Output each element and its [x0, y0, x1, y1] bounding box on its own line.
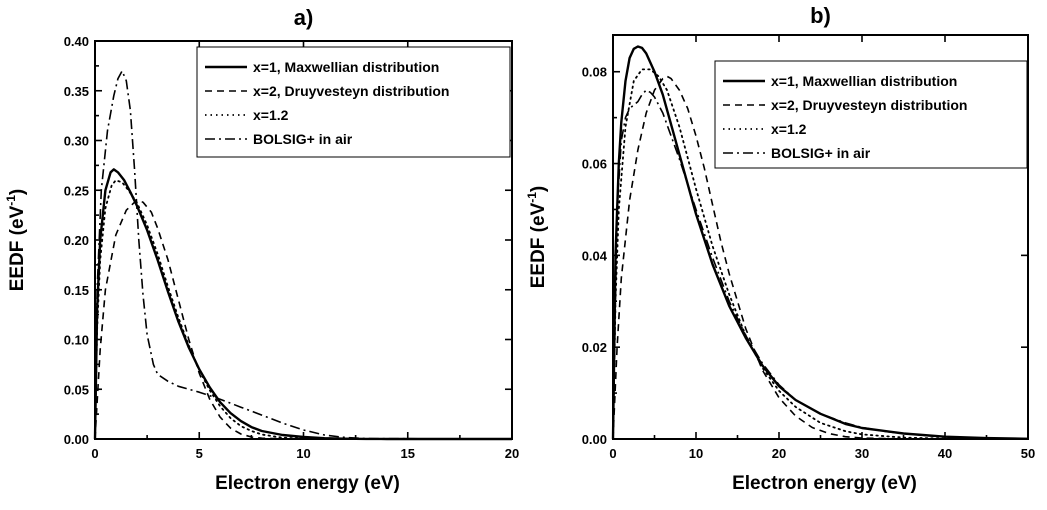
x-tick-label: 40: [938, 446, 952, 461]
legend-box: [196, 46, 511, 158]
y-axis-label-close: ): [528, 186, 549, 192]
legend-entry: x=1, Maxwellian distribution: [253, 59, 439, 75]
series-line-solid: [93, 168, 512, 441]
series-line-dashdot: [94, 70, 513, 440]
y-axis-label-sup: -1: [525, 192, 539, 203]
legend-box: [714, 60, 1028, 169]
y-tick-label: 0.10: [64, 333, 89, 348]
legend-entry: BOLSIG+ in air: [771, 145, 871, 161]
x-tick-label: 15: [401, 446, 415, 461]
y-axis-label-sup: -1: [4, 195, 18, 206]
panel-title: a): [294, 5, 314, 30]
y-axis-label-main: EEDF (eV: [7, 205, 28, 291]
legend: x=1, Maxwellian distribution x=2, Druyves…: [714, 60, 1028, 169]
x-axis-label: Electron energy (eV): [215, 473, 400, 494]
series-line-dashed: [612, 75, 1029, 440]
y-tick-label: 0.06: [582, 157, 607, 172]
y-tick-label: 0.40: [64, 34, 89, 49]
y-tick-label: 0.20: [64, 233, 89, 248]
x-tick-label: 0: [609, 446, 616, 461]
legend-entry: x=1.2: [253, 107, 289, 123]
y-tick-label: 0.08: [582, 65, 607, 80]
series-line-dotted: [94, 179, 513, 440]
panel-title: b): [810, 3, 831, 28]
x-tick-label: 50: [1021, 446, 1035, 461]
series-line-dotted: [612, 68, 1029, 440]
y-tick-label: 0.25: [64, 183, 89, 198]
series-line-dashdot: [612, 89, 1029, 440]
legend-entry: x=1, Maxwellian distribution: [771, 73, 957, 89]
y-axis-label-close: ): [7, 189, 28, 195]
y-tick-label: 0.02: [582, 340, 607, 355]
y-tick-label: 0.04: [582, 248, 608, 263]
x-tick-label: 30: [855, 446, 869, 461]
y-tick-label: 0.00: [582, 432, 607, 447]
y-tick-label: 0.30: [64, 134, 89, 149]
y-tick-label: 0.05: [64, 382, 89, 397]
series-line-dashed: [94, 199, 512, 440]
x-tick-label: 5: [196, 446, 203, 461]
x-tick-label: 10: [689, 446, 703, 461]
panel-a: 0 5 10 15 20 0.00 0.05 0.10 0.15 0.20 0.25 0.30 0.35…: [4, 5, 519, 494]
panel-b: 0 10 20 30 40 50 0.00 0.02 0.04 0.06 0.08 b) Electro…: [525, 3, 1035, 494]
y-tick-label: 0.15: [64, 283, 89, 298]
x-tick-label: 20: [505, 446, 519, 461]
y-axis-label-main: EEDF (eV: [528, 202, 549, 288]
y-axis-label: EEDF (eV-1): [4, 189, 28, 292]
y-tick-label: 0.35: [64, 84, 89, 99]
legend: x=1, Maxwellian distribution x=2, Druyves…: [196, 46, 511, 158]
legend-entry: x=2, Druyvesteyn distribution: [253, 83, 449, 99]
legend-entry: x=2, Druyvesteyn distribution: [771, 97, 967, 113]
x-tick-label: 0: [91, 446, 98, 461]
y-tick-label: 0.00: [64, 432, 89, 447]
legend-entry: BOLSIG+ in air: [253, 131, 353, 147]
x-tick-label: 10: [296, 446, 310, 461]
x-axis-label: Electron energy (eV): [732, 473, 917, 494]
legend-entry: x=1.2: [771, 121, 807, 137]
y-axis-label: EEDF (eV-1): [525, 186, 549, 289]
x-tick-label: 20: [772, 446, 786, 461]
